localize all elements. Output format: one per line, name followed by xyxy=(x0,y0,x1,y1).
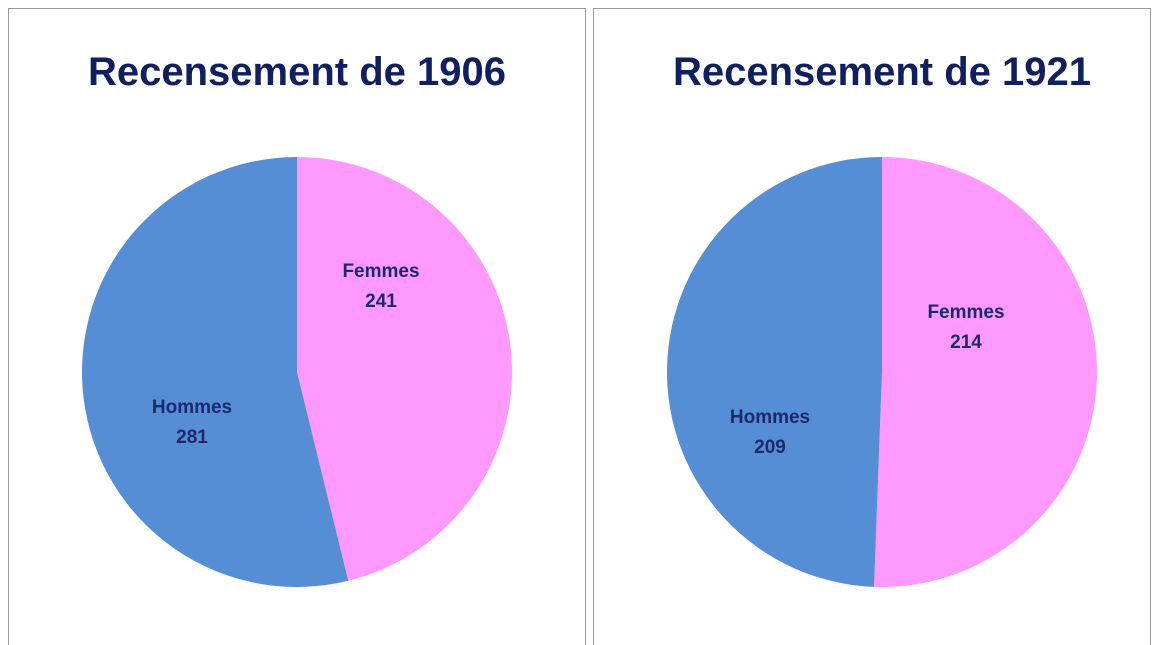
slice-value: 214 xyxy=(950,332,982,353)
slice-value: 281 xyxy=(176,427,208,448)
chart-title: Recensement de 1906 xyxy=(88,50,506,94)
slice-label: Hommes xyxy=(730,407,810,428)
slice-label: Hommes xyxy=(152,397,232,418)
pie-slice xyxy=(297,157,513,581)
panel xyxy=(8,8,586,645)
pie-slice xyxy=(82,157,349,587)
slice-label: Femmes xyxy=(927,302,1004,323)
chart-title: Recensement de 1921 xyxy=(673,50,1091,94)
pie-slice xyxy=(666,157,882,587)
panel xyxy=(593,8,1151,645)
slice-value: 241 xyxy=(365,291,397,312)
slice-value: 209 xyxy=(754,437,786,458)
pie-slice xyxy=(874,157,1097,587)
slice-label: Femmes xyxy=(342,261,419,282)
